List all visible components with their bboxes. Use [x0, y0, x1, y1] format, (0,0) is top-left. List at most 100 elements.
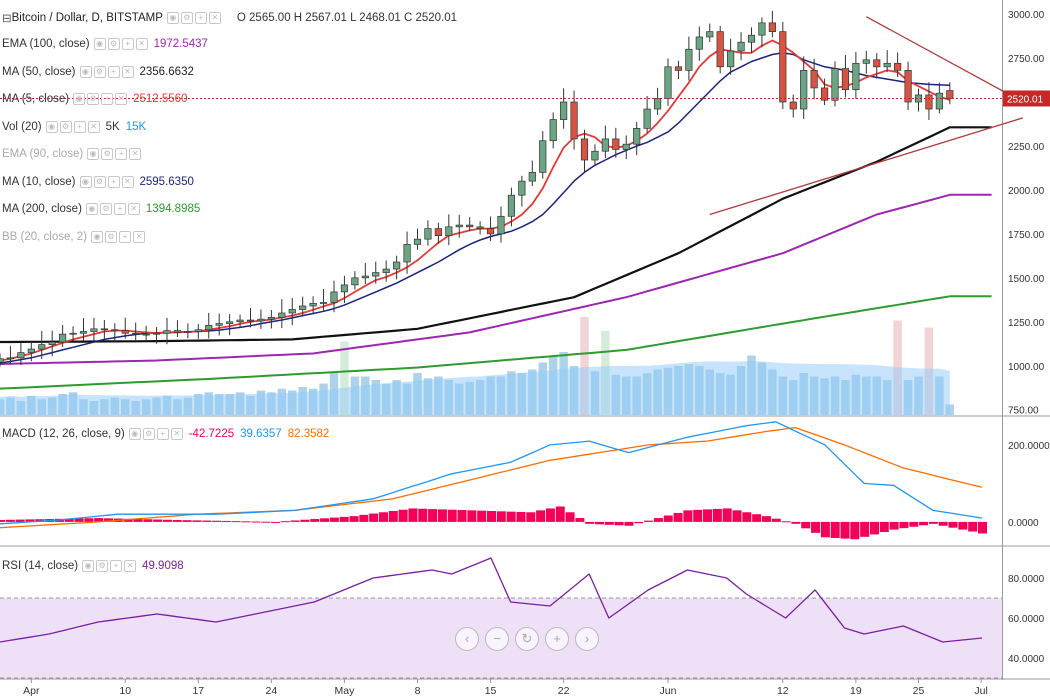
indicator-control-icon[interactable]: ◉	[82, 560, 95, 572]
macd-hist-bar	[300, 519, 310, 522]
indicator-control-icon[interactable]: ⚙	[142, 428, 155, 440]
macd-hist-bar	[791, 521, 801, 524]
symbol-header[interactable]: ⊟ Bitcoin / Dollar, D, BITSTAMP ◉ ⚙ + ✕ O 256…	[2, 10, 457, 26]
indicator-control-icon[interactable]: +	[101, 93, 114, 105]
indicator-controls[interactable]: ◉ ⚙ + ✕	[91, 230, 146, 243]
macd-hist-bar	[172, 519, 182, 522]
candle-body	[267, 317, 275, 320]
indicator-control-icon[interactable]: ✕	[127, 203, 140, 215]
indicator-control-icon[interactable]: +	[115, 148, 128, 160]
indicator-control-icon[interactable]: ⚙	[87, 93, 100, 105]
indicator-control-icon[interactable]: +	[194, 12, 207, 24]
time-tick-label: May	[335, 685, 356, 697]
macd-hist-bar	[133, 519, 143, 522]
indicator-control-icon[interactable]: ✕	[124, 560, 137, 572]
indicator-control-icon[interactable]: ◉	[93, 38, 106, 50]
indicator-legend[interactable]: EMA (90, close) ◉ ⚙ + ✕	[2, 146, 147, 162]
indicator-control-icon[interactable]: ⚙	[101, 148, 114, 160]
indicator-controls[interactable]: ◉ ⚙ + ✕	[166, 12, 221, 24]
indicator-control-icon[interactable]: ✕	[129, 148, 142, 160]
price-tick-label: 3000.00	[1008, 10, 1045, 21]
macd-legend[interactable]: MACD (12, 26, close, 9) ◉ ⚙ + ✕ -42.7225 39.63…	[2, 426, 335, 442]
candle-body	[152, 332, 161, 335]
indicator-control-icon[interactable]: +	[156, 428, 169, 440]
indicator-control-icon[interactable]: ⚙	[93, 65, 106, 78]
indicator-value: 15K	[125, 120, 147, 133]
indicator-control-icon[interactable]: ⚙	[180, 12, 193, 24]
indicator-control-icon[interactable]: ⚙	[59, 120, 72, 133]
candle-body	[100, 328, 108, 331]
indicator-controls[interactable]: ◉ ⚙ + ✕	[79, 65, 134, 78]
zoom-out-icon[interactable]: −	[485, 627, 509, 651]
forward-icon[interactable]: ›	[575, 627, 599, 651]
indicator-controls[interactable]: ◉ ⚙ + ✕	[73, 93, 128, 105]
indicator-legend[interactable]: Vol (20) ◉ ⚙ + ✕ 5K 15K	[2, 119, 152, 135]
indicator-control-icon[interactable]: ⚙	[107, 38, 120, 50]
candle-body	[132, 332, 140, 335]
candle-body	[789, 101, 797, 110]
indicator-controls[interactable]: ◉ ⚙ + ✕	[85, 203, 140, 215]
macd-hist-bar	[752, 514, 762, 522]
candle-body	[758, 22, 766, 36]
indicator-legend[interactable]: MA (10, close) ◉ ⚙ + ✕ 2595.6350	[2, 174, 200, 190]
indicator-control-icon[interactable]: ◉	[91, 230, 104, 243]
candle-body	[424, 228, 432, 240]
macd-hist-bar	[231, 521, 241, 523]
indicator-legend[interactable]: BB (20, close, 2) ◉ ⚙ + ✕	[2, 229, 151, 245]
indicator-control-icon[interactable]: ✕	[135, 38, 148, 50]
indicator-control-icon[interactable]: ◉	[73, 93, 86, 105]
indicator-control-icon[interactable]: +	[121, 38, 134, 50]
indicator-controls[interactable]: ◉ ⚙ + ✕	[87, 148, 142, 160]
indicator-control-icon[interactable]: +	[73, 120, 86, 133]
indicator-control-icon[interactable]: ✕	[121, 175, 134, 188]
time-tick-label: Jul	[974, 685, 987, 697]
indicator-control-icon[interactable]: ✕	[87, 120, 100, 133]
indicator-legend[interactable]: MA (200, close) ◉ ⚙ + ✕ 1394.8985	[2, 201, 206, 217]
indicator-control-icon[interactable]: ✕	[170, 428, 183, 440]
indicator-control-icon[interactable]: ✕	[133, 230, 146, 243]
indicator-control-icon[interactable]: ⚙	[96, 560, 109, 572]
indicator-control-icon[interactable]: ◉	[85, 203, 98, 215]
price-tick-label: 1500.00	[1008, 274, 1045, 285]
indicator-control-icon[interactable]: +	[119, 230, 132, 243]
indicator-label: MA (5, close)	[2, 93, 70, 105]
macd-hist-bar	[339, 516, 349, 522]
indicator-value: 2595.6350	[139, 175, 194, 188]
indicator-control-icon[interactable]: ◉	[128, 428, 141, 440]
indicator-control-icon[interactable]: +	[107, 65, 120, 78]
candle-body	[570, 101, 578, 140]
indicator-control-icon[interactable]: +	[110, 560, 123, 572]
indicator-control-icon[interactable]: ✕	[115, 93, 128, 105]
indicator-control-icon[interactable]: ◉	[79, 175, 92, 188]
indicator-controls[interactable]: ◉ ⚙ + ✕	[128, 428, 183, 440]
indicator-controls[interactable]: ◉ ⚙ + ✕	[79, 175, 134, 188]
indicator-control-icon[interactable]: +	[107, 175, 120, 188]
reset-icon[interactable]: ↻	[515, 627, 539, 651]
indicator-control-icon[interactable]: +	[113, 203, 126, 215]
indicator-control-icon[interactable]: ✕	[121, 65, 134, 78]
indicator-legend[interactable]: MA (5, close) ◉ ⚙ + ✕ 2512.5560	[2, 91, 193, 107]
indicator-legend[interactable]: EMA (100, close) ◉ ⚙ + ✕ 1972.5437	[2, 36, 214, 52]
indicator-control-icon[interactable]: ◉	[79, 65, 92, 78]
indicator-control-icon[interactable]: ⚙	[93, 175, 106, 188]
indicator-control-icon[interactable]: ✕	[208, 12, 221, 24]
candle-body	[674, 66, 683, 71]
back-icon[interactable]: ‹	[455, 627, 479, 651]
indicator-control-icon[interactable]: ⚙	[99, 203, 112, 215]
rsi-legend[interactable]: RSI (14, close) ◉ ⚙ + ✕ 49.9098	[2, 558, 190, 574]
indicator-control-icon[interactable]: ◉	[166, 12, 179, 24]
macd-line	[0, 421, 983, 525]
indicator-control-icon[interactable]: ⚙	[105, 230, 118, 243]
time-tick-label: 25	[913, 685, 925, 697]
indicator-control-icon[interactable]: ◉	[45, 120, 58, 133]
indicator-legend[interactable]: MA (50, close) ◉ ⚙ + ✕ 2356.6632	[2, 64, 200, 80]
macd-hist-bar	[722, 508, 732, 522]
macd-hist-bar	[251, 521, 261, 523]
indicator-control-icon[interactable]: ◉	[87, 148, 100, 160]
indicator-controls[interactable]: ◉ ⚙ + ✕	[93, 38, 148, 50]
time-tick-label: 15	[485, 685, 497, 697]
indicator-controls[interactable]: ◉ ⚙ + ✕	[82, 560, 137, 572]
zoom-in-icon[interactable]: +	[545, 627, 569, 651]
indicator-controls[interactable]: ◉ ⚙ + ✕	[45, 120, 100, 133]
